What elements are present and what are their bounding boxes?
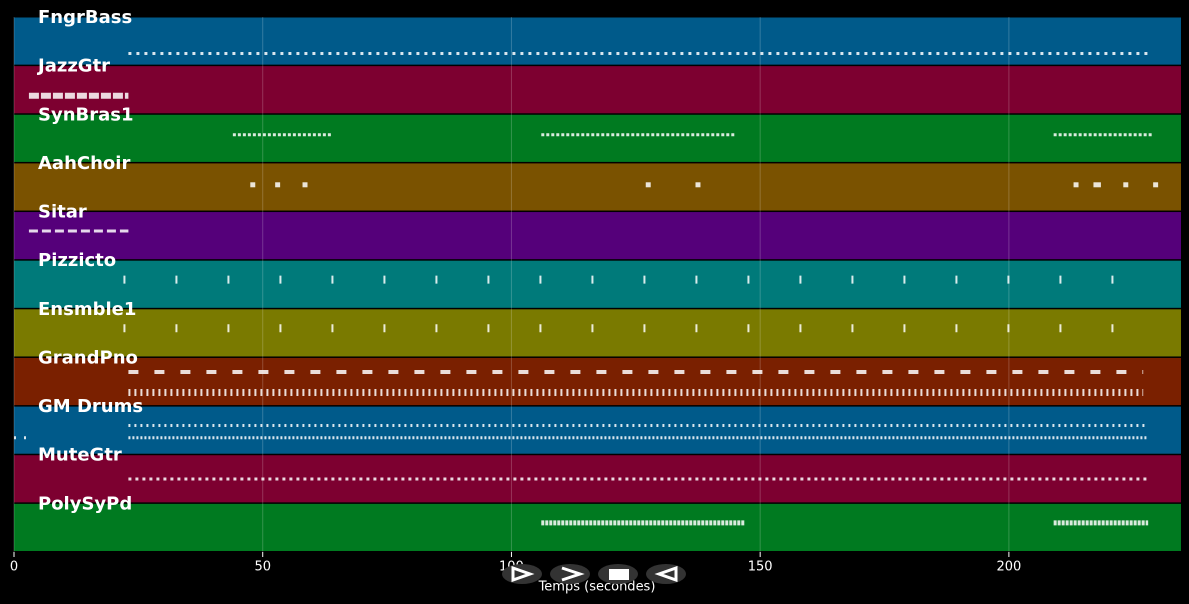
x-tick-label: 50 (254, 560, 271, 575)
track-lane (14, 212, 1181, 260)
plot: 050100150200FngrBassJazzGtrSynBras1AahCh… (10, 7, 1181, 575)
track-name: MuteGtr (38, 445, 122, 466)
track-name: Sitar (38, 202, 87, 223)
track-lane (14, 357, 1181, 406)
track-lane (14, 309, 1181, 357)
x-axis-label: Temps (secondes) (538, 580, 656, 595)
track-name: FngrBass (38, 7, 132, 28)
track-lane (14, 260, 1181, 308)
x-tick-label: 200 (996, 560, 1021, 575)
forward-button[interactable] (550, 564, 590, 584)
rewind-button[interactable] (646, 564, 686, 584)
playback-controls (502, 564, 686, 584)
play-button[interactable] (502, 564, 542, 584)
stop-button[interactable] (598, 564, 638, 584)
track-lane (14, 17, 1181, 65)
track-name: SynBras1 (38, 104, 134, 125)
x-tick-label: 0 (10, 560, 18, 575)
track-lane (14, 114, 1181, 162)
track-name: PolySyPd (38, 493, 132, 514)
track-name: Ensmble1 (38, 299, 136, 320)
track-lane (14, 406, 1181, 454)
track-lane (14, 163, 1181, 211)
track-name: JazzGtr (36, 56, 110, 77)
x-tick-label: 150 (748, 560, 773, 575)
track-name: Pizzicto (38, 250, 116, 271)
track-lane (14, 66, 1181, 114)
track-name: AahChoir (38, 153, 130, 174)
track-lane (14, 503, 1181, 551)
track-name: GrandPno (38, 347, 138, 368)
track-name: GM Drums (38, 396, 143, 417)
